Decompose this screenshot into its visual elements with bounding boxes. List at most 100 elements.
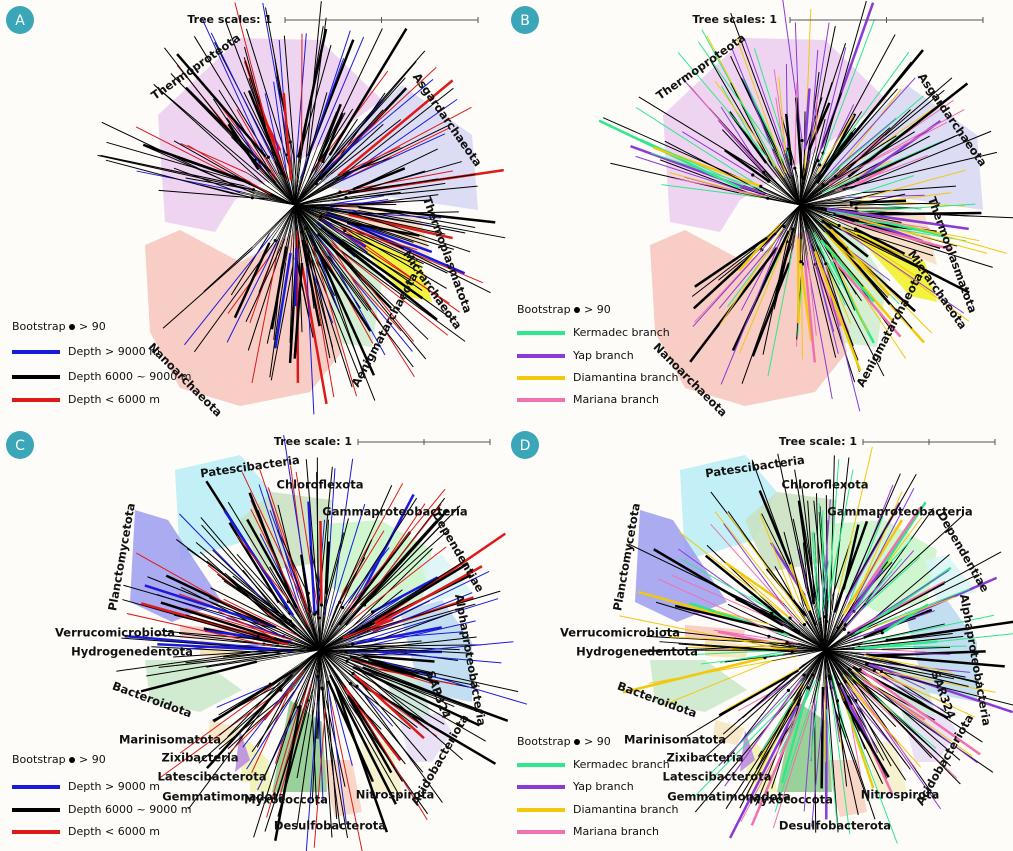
branch [771, 163, 801, 206]
branch [661, 184, 768, 199]
branch [341, 127, 451, 182]
branch [799, 204, 808, 255]
branch [722, 674, 792, 735]
branch [866, 662, 1013, 714]
clade-region [777, 700, 832, 792]
branch [789, 617, 826, 651]
branch [832, 540, 852, 597]
branch [781, 204, 801, 239]
branch [824, 649, 885, 673]
branch [136, 170, 242, 193]
bootstrap-node [315, 610, 319, 614]
branch [297, 630, 321, 651]
branch [799, 204, 827, 232]
legend-threshold: > 90 [584, 735, 611, 748]
branch [364, 654, 435, 663]
branch [799, 179, 815, 206]
branch [799, 186, 840, 206]
branch [799, 179, 826, 206]
branch [285, 169, 296, 206]
bootstrap-node [802, 622, 807, 627]
branch [724, 674, 805, 787]
branch [319, 649, 355, 679]
branch [349, 589, 403, 633]
bootstrap-node [823, 615, 827, 619]
branch [327, 688, 347, 824]
bootstrap-node [854, 206, 858, 210]
branch [274, 637, 321, 651]
legend-label: Yap branch [572, 780, 634, 793]
branch [105, 159, 234, 195]
branch [319, 604, 361, 651]
branch [357, 493, 415, 600]
branch [294, 204, 329, 257]
bootstrap-node [788, 616, 792, 620]
bootstrap-node [786, 688, 791, 692]
branch [822, 499, 831, 601]
clade-label: Chloroflexota [782, 478, 869, 492]
branch [730, 82, 772, 164]
branch [635, 106, 759, 187]
branch [307, 17, 327, 156]
branch [717, 630, 770, 644]
branch [858, 210, 1007, 254]
branch [799, 198, 863, 206]
branch [317, 103, 342, 162]
branch [824, 648, 865, 651]
branch [308, 612, 321, 651]
branch [345, 182, 446, 199]
branch [820, 239, 875, 303]
branch [319, 649, 336, 683]
branch [342, 618, 394, 640]
branch [837, 189, 891, 204]
legend-label: Depth > 9000 m [68, 780, 160, 793]
branch [817, 266, 856, 383]
branch [360, 645, 460, 651]
branch [842, 117, 897, 164]
branch [730, 12, 781, 147]
branch [860, 514, 964, 609]
branch [261, 168, 296, 206]
branch [327, 255, 414, 368]
branch [728, 703, 800, 839]
branch [799, 204, 814, 267]
branch [824, 649, 857, 658]
branch [307, 593, 321, 651]
branch [311, 710, 318, 806]
branch [294, 204, 329, 214]
branch [251, 693, 289, 773]
branch [97, 154, 254, 191]
branch [300, 58, 345, 179]
branch [819, 18, 876, 166]
branch [824, 600, 829, 651]
branch [317, 233, 392, 309]
branch [807, 500, 815, 602]
bootstrap-node [288, 619, 292, 623]
branch [760, 186, 801, 206]
branch [176, 53, 267, 158]
bootstrap-node [854, 698, 858, 703]
branch [799, 202, 838, 206]
branch [274, 252, 292, 349]
tree-scale-label: Tree scale: 1 [779, 435, 857, 448]
legend-bootstrap: Bootstrap [517, 303, 571, 316]
branch [294, 204, 340, 228]
branch [630, 145, 766, 197]
branch [794, 168, 801, 206]
branch [301, 239, 321, 327]
bootstrap-node [798, 260, 803, 264]
branch [881, 677, 944, 711]
branch [814, 601, 826, 651]
legend-threshold: > 90 [79, 320, 106, 333]
branch [289, 649, 321, 674]
branch [788, 619, 826, 651]
branch [724, 561, 784, 604]
branch [714, 80, 785, 178]
branch [870, 662, 926, 690]
branch [815, 94, 818, 147]
branch [186, 644, 259, 650]
branch [824, 639, 852, 651]
branch [802, 542, 809, 595]
legend-bootstrap: Bootstrap [12, 320, 66, 333]
branch [273, 81, 287, 171]
